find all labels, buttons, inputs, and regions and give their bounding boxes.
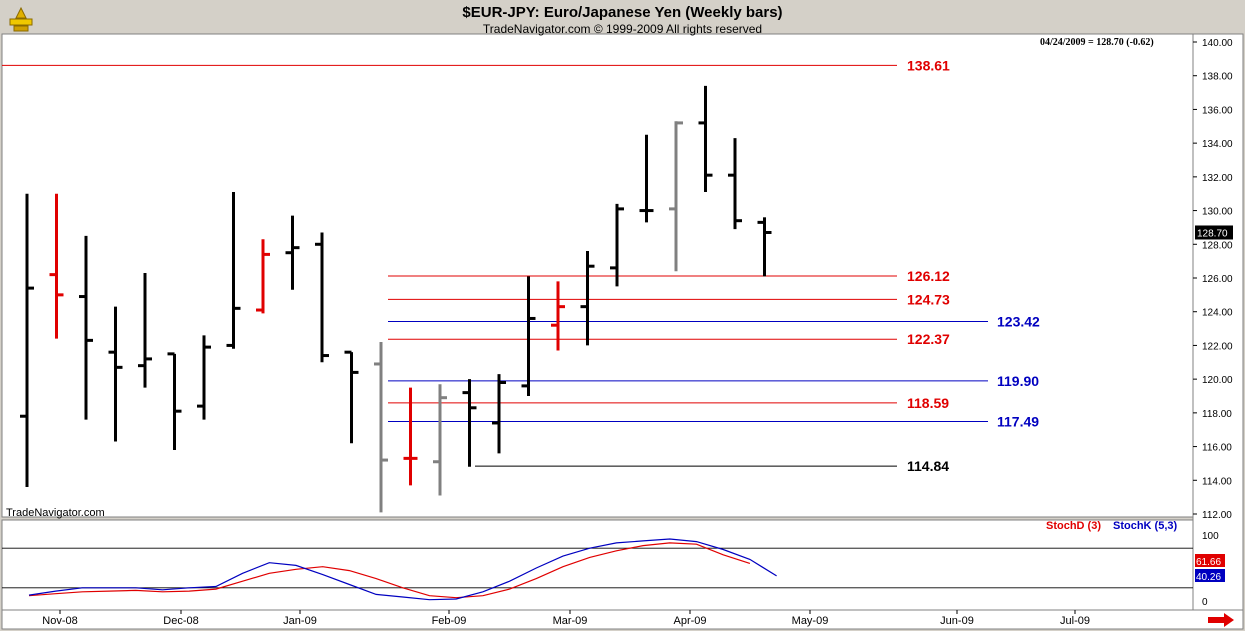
y-axis-panel xyxy=(1192,33,1244,611)
stoch-tick-label: 100 xyxy=(1202,531,1219,542)
ohlc-bar xyxy=(49,193,64,339)
ohlc-bar xyxy=(669,121,683,272)
price-tick-label: 112.00 xyxy=(1202,510,1232,521)
ohlc-bar xyxy=(403,387,418,486)
stoch-tick-label: 0 xyxy=(1202,597,1208,608)
stochd-last-value: 61.66 xyxy=(1196,557,1221,568)
last-price-stamp: 04/24/2009 = 128.70 (-0.62) xyxy=(1040,37,1154,48)
stochk-last-value-box xyxy=(1195,569,1225,582)
level-label-124.73: 124.73 xyxy=(907,291,950,307)
level-label-138.61: 138.61 xyxy=(907,57,950,73)
ohlc-bar xyxy=(580,251,595,346)
stochk-line xyxy=(28,538,777,601)
x-tick-label: Mar-09 xyxy=(553,615,588,627)
x-axis-panel xyxy=(1,609,1244,630)
ohlc-bar xyxy=(374,342,388,513)
ohlc-bar xyxy=(20,193,34,488)
ohlc-bar xyxy=(197,335,211,420)
ohlc-bar xyxy=(344,350,359,444)
price-tick-label: 134.00 xyxy=(1202,139,1233,150)
price-tick-label: 116.00 xyxy=(1202,443,1232,454)
ohlc-bar xyxy=(521,276,536,396)
price-tick-label: 128.00 xyxy=(1202,240,1233,251)
ohlc-bar xyxy=(551,281,565,351)
x-tick-label: Jul-09 xyxy=(1060,615,1090,627)
brand-watermark: TradeNavigator.com xyxy=(6,507,105,519)
price-tick-label: 118.00 xyxy=(1202,409,1232,420)
level-label-118.59: 118.59 xyxy=(907,395,949,411)
ohlc-bar xyxy=(462,379,477,467)
ohlc-bar xyxy=(108,306,123,442)
x-tick-label: Apr-09 xyxy=(673,615,706,627)
x-tick-label: Feb-09 xyxy=(432,615,467,627)
level-label-114.84: 114.84 xyxy=(907,458,949,474)
price-tick-label: 140.00 xyxy=(1202,38,1233,49)
x-tick-label: Nov-08 xyxy=(42,615,77,627)
ohlc-bar xyxy=(285,215,300,290)
ohlc-bar xyxy=(167,352,182,450)
chart-title: $EUR-JPY: Euro/Japanese Yen (Weekly bars… xyxy=(462,4,783,21)
ohlc-bar xyxy=(757,217,772,277)
last-price-box xyxy=(1195,225,1233,240)
chart-subtitle: TradeNavigator.com © 1999-2009 All right… xyxy=(482,22,763,36)
price-tick-label: 124.00 xyxy=(1202,308,1233,319)
x-tick-label: Dec-08 xyxy=(163,615,198,627)
price-tick-label: 120.00 xyxy=(1202,375,1233,386)
last-price-label: 128.70 xyxy=(1197,228,1228,239)
x-tick-label: May-09 xyxy=(792,615,829,627)
price-tick-label: 130.00 xyxy=(1202,207,1233,218)
stochd-last-value-box xyxy=(1195,554,1225,567)
legend-stochk[interactable]: StochK (5,3) xyxy=(1113,520,1178,532)
stochk-last-value: 40.26 xyxy=(1196,572,1221,583)
price-tick-label: 122.00 xyxy=(1202,341,1233,352)
level-label-122.37: 122.37 xyxy=(907,331,950,347)
level-label-126.12: 126.12 xyxy=(907,268,950,284)
level-label-119.90: 119.90 xyxy=(997,373,1039,389)
scroll-right-arrow-icon[interactable] xyxy=(1206,612,1236,628)
price-tick-label: 136.00 xyxy=(1202,105,1233,116)
level-label-123.42: 123.42 xyxy=(997,313,1040,329)
legend-stochd[interactable]: StochD (3) xyxy=(1046,520,1101,532)
stochastic-panel xyxy=(1,519,1194,611)
ohlc-bar xyxy=(492,374,506,454)
x-tick-label: Jan-09 xyxy=(283,615,317,627)
stochd-line xyxy=(28,542,751,599)
trade-navigator-logo-icon[interactable] xyxy=(6,6,36,34)
level-label-117.49: 117.49 xyxy=(997,413,1039,429)
ohlc-bar xyxy=(138,272,152,388)
x-tick-label: Jun-09 xyxy=(940,615,974,627)
ohlc-bar xyxy=(79,235,93,420)
ohlc-bar xyxy=(698,85,713,193)
ohlc-bar xyxy=(728,138,742,230)
ohlc-bar xyxy=(315,232,329,363)
price-tick-label: 114.00 xyxy=(1202,476,1232,487)
ohlc-bar xyxy=(226,192,241,349)
ohlc-bar xyxy=(610,203,624,287)
price-tick-label: 126.00 xyxy=(1202,274,1233,285)
ohlc-bar xyxy=(433,384,447,496)
price-tick-label: 138.00 xyxy=(1202,72,1233,83)
ohlc-bar xyxy=(639,134,654,223)
ohlc-bar xyxy=(256,239,270,314)
price-tick-label: 132.00 xyxy=(1202,173,1233,184)
